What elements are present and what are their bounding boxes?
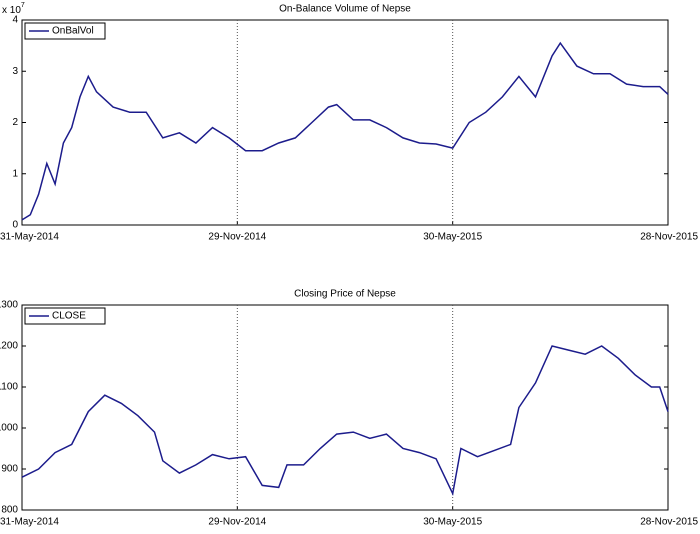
plot-area — [21, 19, 669, 226]
legend-label: CLOSE — [52, 311, 86, 322]
data-line — [21, 345, 669, 497]
y-multiplier-exp: 7 — [21, 2, 25, 9]
plot-area — [21, 304, 669, 511]
y-multiplier-base: x 10 — [2, 5, 21, 16]
legend-box — [24, 307, 106, 325]
x-tick-label: 28-Nov-2015 — [640, 232, 698, 243]
y-multiplier: x 107 — [2, 2, 25, 16]
y-tick-label: 3 — [12, 66, 18, 77]
x-tick-label: 29-Nov-2014 — [208, 517, 266, 528]
x-tick-label: 28-Nov-2015 — [640, 517, 698, 528]
legend-box — [24, 22, 106, 40]
y-tick-label: 0 — [12, 220, 18, 231]
legend-label: OnBalVol — [52, 26, 94, 37]
y-tick-label: 1200 — [0, 341, 18, 352]
x-tick-label: 31-May-2014 — [0, 517, 59, 528]
y-tick-label: 1300 — [0, 300, 18, 311]
y-tick-label: 4 — [12, 15, 18, 26]
chart-title: Closing Price of Nepse — [294, 289, 396, 300]
y-tick-label: 1100 — [0, 382, 18, 393]
x-tick-label: 31-May-2014 — [0, 232, 59, 243]
data-line — [21, 41, 669, 221]
y-tick-label: 1 — [12, 168, 18, 179]
y-tick-label: 2 — [12, 117, 18, 128]
y-tick-label: 800 — [1, 505, 18, 516]
chart-title: On-Balance Volume of Nepse — [279, 4, 411, 15]
x-tick-label: 30-May-2015 — [423, 517, 482, 528]
y-tick-label: 1000 — [0, 423, 18, 434]
x-tick-label: 29-Nov-2014 — [208, 232, 266, 243]
y-tick-label: 900 — [1, 464, 18, 475]
x-tick-label: 30-May-2015 — [423, 232, 482, 243]
